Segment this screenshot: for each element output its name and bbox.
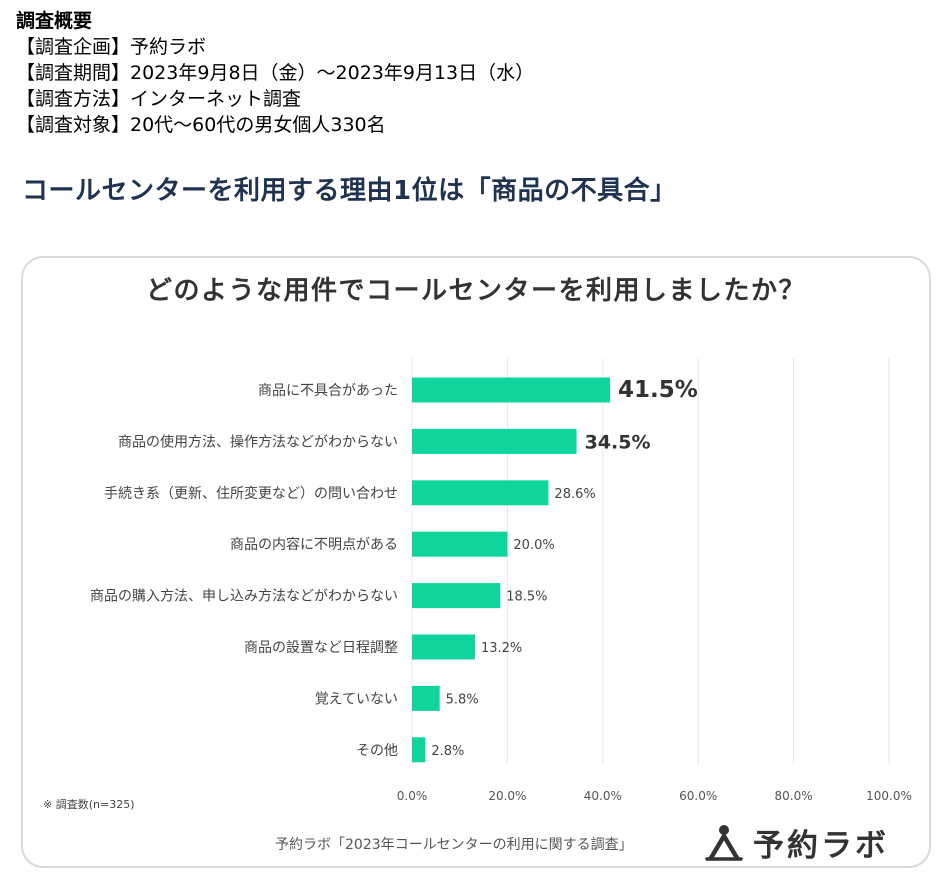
bar xyxy=(412,685,440,711)
bar xyxy=(412,634,475,660)
survey-title: 調査概要 xyxy=(16,10,93,32)
value-label: 13.2% xyxy=(481,641,522,656)
bar xyxy=(412,480,549,506)
bar xyxy=(412,737,426,763)
bar xyxy=(412,428,577,454)
survey-period: 【調査期間】2023年9月8日（金）～2023年9月13日（水） xyxy=(16,62,535,84)
category-label: 商品の使用方法、操作方法などがわからない xyxy=(118,433,398,450)
x-tick-label: 80.0% xyxy=(775,789,813,803)
brand-logo: 予約ラボ xyxy=(703,820,889,865)
category-label: 商品の内容に不明点がある xyxy=(230,536,398,553)
sample-size-note: ※ 調査数(n=325) xyxy=(43,798,135,811)
survey-method: 【調査方法】インターネット調査 xyxy=(16,88,302,110)
x-tick-label: 100.0% xyxy=(866,789,912,803)
value-label: 2.8% xyxy=(431,744,464,759)
value-label: 18.5% xyxy=(506,590,547,605)
category-label: 覚えていない xyxy=(315,691,398,707)
bar xyxy=(412,377,610,403)
value-label: 34.5% xyxy=(585,431,651,453)
survey-planner: 【調査企画】予約ラボ xyxy=(16,36,207,58)
person-logo-icon xyxy=(705,824,743,861)
category-label: 商品に不具合があった xyxy=(258,383,398,399)
source-caption: 予約ラボ「2023年コールセンターの利用に関する調査」 xyxy=(275,837,633,853)
headline: コールセンターを利用する理由1位は「商品の不具合」 xyxy=(22,176,677,206)
value-label: 5.8% xyxy=(446,692,479,707)
bar-chart: 0.0% 20.0% 40.0% 60.0% 80.0% 100.0% 商品に不具合があった… xyxy=(90,358,912,803)
chart-card: どのような用件でコールセンターを利用しましたか？ 0.0% 20.0% 40.0% 6… xyxy=(21,256,931,868)
category-label: 商品の設置など日程調整 xyxy=(244,640,398,656)
x-tick-label: 40.0% xyxy=(584,789,622,803)
value-label: 20.0% xyxy=(513,538,554,553)
x-tick-label: 0.0% xyxy=(397,789,428,803)
category-label: その他 xyxy=(356,743,398,759)
brand-name: 予約ラボ xyxy=(753,828,889,864)
value-label: 41.5% xyxy=(618,377,698,403)
value-label: 28.6% xyxy=(554,487,595,502)
chart-title: どのような用件でコールセンターを利用しましたか？ xyxy=(145,276,806,306)
x-tick-label: 20.0% xyxy=(488,789,526,803)
x-tick-label: 60.0% xyxy=(679,789,717,803)
category-label: 商品の購入方法、申し込み方法などがわからない xyxy=(90,589,398,605)
bar xyxy=(412,531,508,557)
survey-target: 【調査対象】20代～60代の男女個人330名 xyxy=(16,114,386,136)
survey-overview: 調査概要 【調査企画】予約ラボ 【調査期間】2023年9月8日（金）～2023年… xyxy=(16,8,534,138)
bar xyxy=(412,583,501,609)
category-label: 手続き系（更新、住所変更など）の問い合わせ xyxy=(104,485,398,502)
